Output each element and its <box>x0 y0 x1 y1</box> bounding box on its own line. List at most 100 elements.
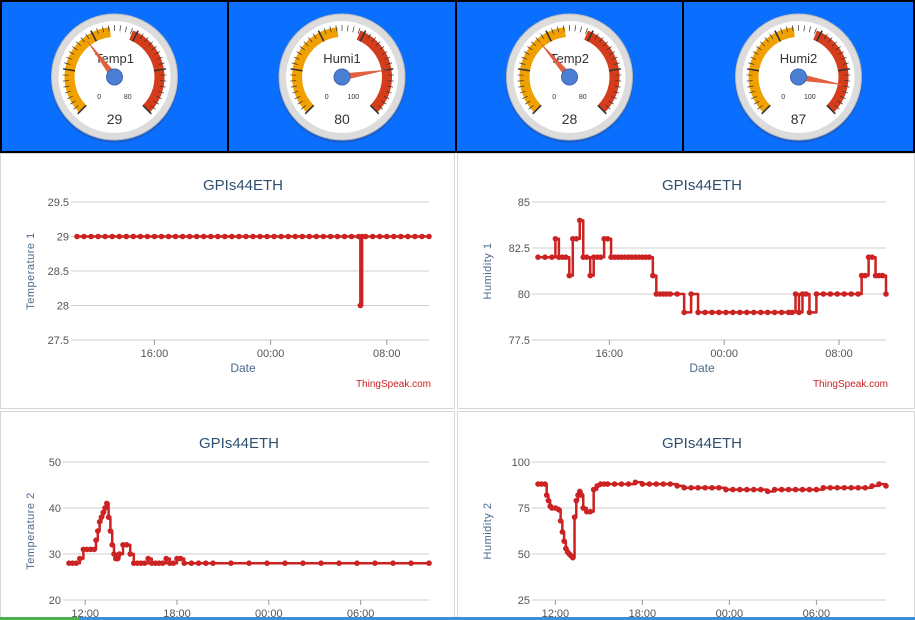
data-point[interactable] <box>354 560 360 566</box>
data-point[interactable] <box>130 233 137 240</box>
data-point[interactable] <box>102 233 108 240</box>
data-point[interactable] <box>398 233 404 240</box>
data-point[interactable] <box>876 481 882 487</box>
data-point[interactable] <box>100 509 106 516</box>
data-point[interactable] <box>243 233 249 240</box>
data-point[interactable] <box>848 484 854 491</box>
data-point[interactable] <box>357 302 364 309</box>
data-point[interactable] <box>193 233 200 240</box>
data-point[interactable] <box>695 309 701 316</box>
data-point[interactable] <box>750 486 757 493</box>
data-point[interactable] <box>883 483 889 489</box>
data-point[interactable] <box>806 309 813 316</box>
data-point[interactable] <box>98 514 105 520</box>
data-point[interactable] <box>841 291 848 297</box>
data-point[interactable] <box>778 486 785 493</box>
data-point[interactable] <box>862 272 868 279</box>
data-point[interactable] <box>639 481 646 487</box>
data-point[interactable] <box>73 560 79 566</box>
data-point[interactable] <box>820 291 827 297</box>
data-point[interactable] <box>195 560 202 566</box>
data-point[interactable] <box>806 486 813 493</box>
data-point[interactable] <box>362 233 369 240</box>
data-point[interactable] <box>369 233 376 240</box>
data-point[interactable] <box>611 481 618 487</box>
data-point[interactable] <box>573 497 580 504</box>
data-point[interactable] <box>813 486 820 493</box>
data-point[interactable] <box>653 481 660 487</box>
data-point[interactable] <box>426 560 432 566</box>
data-point[interactable] <box>300 560 306 566</box>
data-point[interactable] <box>264 233 270 240</box>
data-point[interactable] <box>159 560 166 566</box>
data-point[interactable] <box>81 233 87 240</box>
data-point[interactable] <box>282 560 288 566</box>
data-point[interactable] <box>177 555 184 562</box>
data-point[interactable] <box>116 233 123 240</box>
data-point[interactable] <box>744 486 750 493</box>
data-point[interactable] <box>74 233 80 240</box>
data-point[interactable] <box>341 233 348 240</box>
data-point[interactable] <box>862 484 868 491</box>
data-point[interactable] <box>172 233 179 240</box>
data-point[interactable] <box>681 484 687 491</box>
data-point[interactable] <box>869 483 875 489</box>
data-point[interactable] <box>105 514 112 520</box>
data-point[interactable] <box>109 233 115 240</box>
data-point[interactable] <box>165 233 172 240</box>
data-point[interactable] <box>91 546 97 553</box>
data-point[interactable] <box>716 309 722 316</box>
data-point[interactable] <box>730 486 736 493</box>
data-point[interactable] <box>313 233 320 240</box>
data-point[interactable] <box>181 560 187 566</box>
data-point[interactable] <box>625 481 632 487</box>
data-point[interactable] <box>116 551 123 557</box>
data-point[interactable] <box>145 555 151 562</box>
data-point[interactable] <box>170 560 177 566</box>
data-point[interactable] <box>228 560 234 566</box>
data-point[interactable] <box>604 481 611 487</box>
data-point[interactable] <box>571 514 578 520</box>
data-point[interactable] <box>587 272 593 279</box>
data-point[interactable] <box>271 233 277 240</box>
data-point[interactable] <box>543 492 550 498</box>
data-point[interactable] <box>792 291 799 297</box>
data-point[interactable] <box>869 254 875 260</box>
data-point[interactable] <box>77 555 83 562</box>
data-point[interactable] <box>535 254 541 260</box>
data-point[interactable] <box>604 236 611 242</box>
data-point[interactable] <box>730 309 736 316</box>
data-point[interactable] <box>597 254 604 260</box>
data-point[interactable] <box>820 484 827 491</box>
data-point[interactable] <box>650 272 656 279</box>
data-point[interactable] <box>96 519 103 525</box>
data-point[interactable] <box>207 233 214 240</box>
data-point[interactable] <box>618 481 625 487</box>
data-point[interactable] <box>674 483 680 489</box>
data-point[interactable] <box>827 484 834 491</box>
data-point[interactable] <box>246 560 252 566</box>
data-point[interactable] <box>320 233 327 240</box>
data-point[interactable] <box>545 497 552 504</box>
data-point[interactable] <box>688 484 694 491</box>
data-point[interactable] <box>688 291 694 297</box>
data-point[interactable] <box>306 233 313 240</box>
data-point[interactable] <box>566 272 573 279</box>
data-point[interactable] <box>583 254 590 260</box>
data-point[interactable] <box>88 233 94 240</box>
data-point[interactable] <box>757 486 764 493</box>
data-point[interactable] <box>412 233 418 240</box>
data-point[interactable] <box>158 233 165 240</box>
data-point[interactable] <box>151 233 158 240</box>
data-point[interactable] <box>556 507 562 513</box>
data-point[interactable] <box>111 551 117 557</box>
scrollbar-thumb[interactable] <box>0 617 80 620</box>
data-point[interactable] <box>391 233 397 240</box>
data-point[interactable] <box>764 309 771 316</box>
data-point[interactable] <box>210 560 216 566</box>
data-point[interactable] <box>737 309 743 316</box>
data-point[interactable] <box>250 233 256 240</box>
data-point[interactable] <box>855 291 861 297</box>
data-point[interactable] <box>95 233 101 240</box>
data-point[interactable] <box>200 233 207 240</box>
